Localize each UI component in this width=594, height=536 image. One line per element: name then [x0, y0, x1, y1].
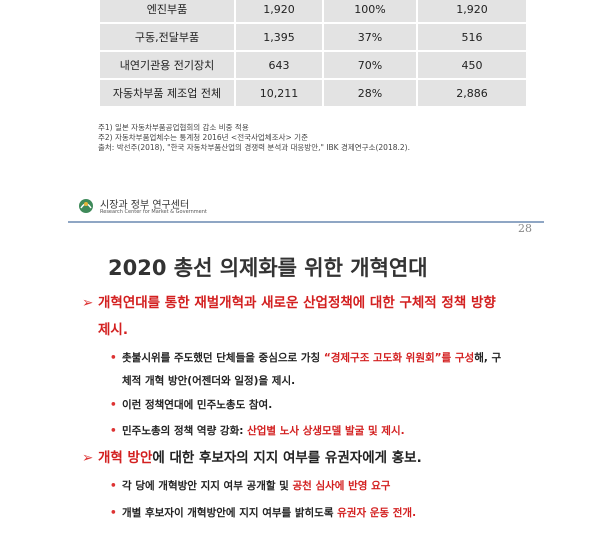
bullet-marker: •	[110, 399, 117, 411]
header-rule	[68, 221, 544, 223]
table-cell: 643	[234, 50, 324, 80]
footnotes: 주1) 일본 자동차부품공업협회의 감소 비중 적용 주2) 자동차부품업체수는 …	[98, 123, 410, 153]
table-cell: 1,920	[416, 0, 528, 24]
table-cell: 10,211	[234, 78, 324, 108]
table-cell: 100%	[322, 0, 418, 24]
footnote: 출처: 박선주(2018), "한국 자동차부품산업의 경쟁력 분석과 대응방안…	[98, 143, 410, 152]
text-run: 각 당에 개혁방안 지지 여부 공개할 및	[122, 480, 293, 492]
sub-bullet: • 개별 후보자이 개혁방안에 지지 여부를 밝히도록 유권자 운동 전개.	[110, 502, 502, 525]
table-cell: 37%	[322, 22, 418, 52]
table-cell: 516	[416, 22, 528, 52]
org-name: 시장과 정부 연구센터	[100, 200, 190, 211]
table-cell: 450	[416, 50, 528, 80]
table-cell: 1,920	[234, 0, 324, 24]
page-number: 28	[518, 222, 532, 235]
text-run: 산업별 노사 상생모델 발굴 및 제시.	[247, 425, 405, 437]
table-cell: 70%	[322, 50, 418, 80]
bullet-marker: •	[110, 352, 117, 364]
sub-bullet: • 촛불시위를 주도했던 단체들을 중심으로 가칭 “경제구조 고도화 위원회”를…	[110, 347, 502, 393]
table-cell: 28%	[322, 78, 418, 108]
bullet-marker: •	[110, 507, 117, 519]
text-run: 개혁연대를 통한 재벌개혁과 새로운 산업정책에 대한 구체적 정책 방향 제시…	[98, 295, 496, 338]
bullet-marker: ➢	[82, 450, 94, 466]
bullet-marker: •	[110, 425, 117, 437]
slide-title: 2020 총선 의제화를 위한 개혁연대	[108, 256, 428, 280]
table-cell: 1,395	[234, 22, 324, 52]
text-run: 개혁 방안	[98, 450, 153, 466]
sub-bullet: • 각 당에 개혁방안 지지 여부 공개할 및 공천 심사에 반영 요구	[110, 475, 502, 498]
table-row: 구동,전달부품 1,395 37% 516	[98, 22, 528, 52]
main-bullet: ➢ 개혁 방안에 대한 후보자의 지지 여부를 유권자에게 홍보.	[82, 445, 498, 472]
text-run: 공천 심사에 반영 요구	[292, 480, 391, 492]
footnote: 주1) 일본 자동차부품공업협회의 감소 비중 적용	[98, 123, 249, 132]
table-row: 내연기관용 전기장치 643 70% 450	[98, 50, 528, 80]
footnote: 주2) 자동차부품업체수는 통계청 2016년 <전국사업체조사> 기준	[98, 133, 308, 142]
main-bullet: ➢ 개혁연대를 통한 재벌개혁과 새로운 산업정책에 대한 구체적 정책 방향 제…	[82, 290, 498, 344]
text-run: 개별 후보자이 개혁방안에 지지 여부를 밝히도록	[122, 507, 338, 519]
table-cell: 2,886	[416, 78, 528, 108]
logo	[79, 199, 93, 213]
text-run: 에 대한 후보자의 지지 여부를 유권자에게 홍보.	[152, 450, 422, 466]
table-cell: 내연기관용 전기장치	[98, 50, 236, 80]
text-run: 민주노총의 정책 역량 강화:	[122, 425, 248, 437]
text-run: 해, 구체적 개혁 방안(어젠더와 일정)을 제시.	[122, 352, 502, 387]
table-cell: 구동,전달부품	[98, 22, 236, 52]
table-row: 엔진부품 1,920 100% 1,920	[98, 0, 528, 24]
text-run: 촛불시위를 주도했던 단체들을 중심으로 가칭	[122, 352, 324, 364]
table-row: 자동차부품 제조업 전체 10,211 28% 2,886	[98, 78, 528, 108]
data-table: 엔진부품 1,920 100% 1,920 구동,전달부품 1,395 37% 516 내연기관…	[98, 0, 528, 108]
text-run: 유권자 운동 전개.	[337, 507, 417, 519]
sub-bullet: • 이런 정책연대에 민주노총도 참여.	[110, 394, 502, 417]
text-run: 이런 정책연대에 민주노총도 참여.	[122, 399, 273, 411]
org-name-en: Research Center for Market & Government	[100, 209, 207, 215]
bullet-marker: ➢	[82, 295, 94, 311]
table-cell: 자동차부품 제조업 전체	[98, 78, 236, 108]
bullet-marker: •	[110, 480, 117, 492]
sub-bullet: • 민주노총의 정책 역량 강화: 산업별 노사 상생모델 발굴 및 제시.	[110, 420, 502, 443]
text-run: “경제구조 고도화 위원회”를 구성	[323, 352, 475, 364]
table-cell: 엔진부품	[98, 0, 236, 24]
slide: 시장과 정부 연구센터 Research Center for Market &…	[0, 190, 594, 536]
